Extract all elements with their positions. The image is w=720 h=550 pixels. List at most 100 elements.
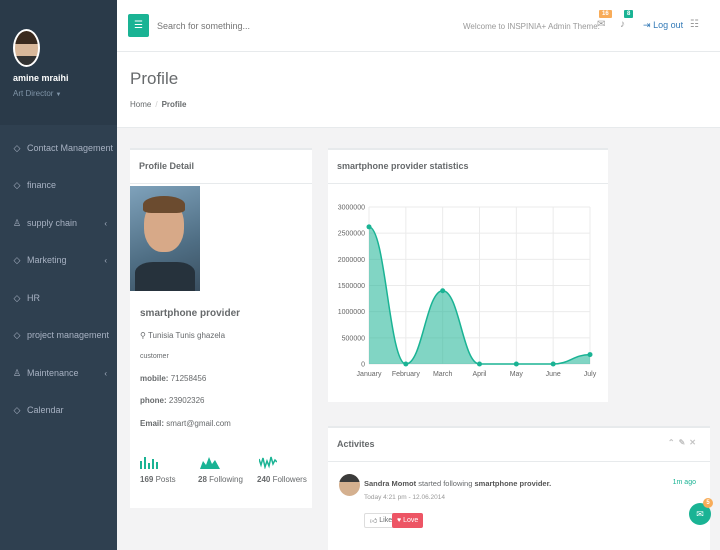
diamond-icon: ◇ xyxy=(13,329,21,340)
box-tools: ⌃✎✕ xyxy=(668,438,700,447)
followers-stat: 240 Followers xyxy=(257,455,307,484)
sidebar-item-marketing[interactable]: ◇ Marketing ‹ xyxy=(0,241,117,279)
data-point xyxy=(477,361,482,367)
diamond-icon: ◇ xyxy=(13,179,21,190)
following-stat: 28 Following xyxy=(198,455,243,484)
x-tick-label: April xyxy=(472,371,486,378)
sidebar-user-role[interactable]: Art Director ▼ xyxy=(13,89,61,98)
top-navbar: ☰ Welcome to INSPINIA+ Admin Theme. ✉ 16… xyxy=(117,0,720,52)
avatar[interactable] xyxy=(13,29,40,67)
posts-count: 169 xyxy=(140,475,154,484)
posts-label: Posts xyxy=(155,475,176,484)
profile-name: smartphone provider xyxy=(140,308,241,319)
followers-label: Followers xyxy=(272,475,307,484)
love-button[interactable]: ♥ Love xyxy=(392,513,424,528)
collapse-icon[interactable]: ⌃ xyxy=(667,438,679,447)
bar-sparkline-icon xyxy=(140,457,158,469)
sidebar-item-project-management[interactable]: ◇ project management xyxy=(0,316,117,354)
sidebar-item-supply-chain[interactable]: ♙ supply chain ‹ xyxy=(0,204,117,242)
activity-time-ago: 1m ago xyxy=(672,479,696,486)
wrench-icon[interactable]: ✎ xyxy=(678,438,690,447)
series-line xyxy=(368,226,591,365)
chat-icon: ✉ xyxy=(696,508,704,519)
activity-target[interactable]: smartphone provider. xyxy=(474,479,552,488)
sidebar-user-name[interactable]: amine mraihi xyxy=(13,73,69,83)
sidebar-user-role-text: Art Director xyxy=(13,89,54,98)
close-icon[interactable]: ✕ xyxy=(689,438,700,447)
diamond-icon: ◇ xyxy=(13,142,21,153)
data-point xyxy=(440,288,446,294)
welcome-message: Welcome to INSPINIA+ Admin Theme. xyxy=(463,22,600,31)
menu-toggle-button[interactable]: ☰ xyxy=(128,14,149,37)
bell-icon: ♪ xyxy=(620,19,625,30)
activity-text: Sandra Momot started following smartphon… xyxy=(364,479,551,488)
logout-label: Log out xyxy=(653,20,684,30)
sidebar-item-label: supply chain xyxy=(27,218,78,228)
like-button[interactable]: 👍︎ Like xyxy=(364,513,399,528)
y-tick-label: 1000000 xyxy=(338,309,365,316)
activities-box: Activites ⌃✎✕ Sandra Momot started follo… xyxy=(328,426,710,550)
profile-photo xyxy=(130,186,200,291)
sidebar-item-label: Maintenance xyxy=(27,368,79,378)
activity-date: Today 4:21 pm - 12.06.2014 xyxy=(364,494,445,501)
activity-action: started following xyxy=(418,479,473,488)
profile-detail-title: Profile Detail xyxy=(130,150,312,184)
email-value: smart@gmail.com xyxy=(166,419,231,428)
x-tick-label: July xyxy=(584,371,597,378)
profile-type: customer xyxy=(140,353,169,360)
y-tick-label: 2000000 xyxy=(338,257,365,264)
following-label: Following xyxy=(209,475,243,484)
sitemap-icon: ♙ xyxy=(12,367,22,378)
heart-icon: ♥ xyxy=(397,517,402,524)
statistics-chart: 0 500000 1000000 1500000 2000000 2500000 30000… xyxy=(338,205,597,379)
thumbs-up-icon: 👍︎ xyxy=(370,518,378,525)
sidebar: amine mraihi Art Director ▼ ◇ Contact Mana… xyxy=(0,0,117,550)
sidebar-item-label: Calendar xyxy=(27,405,64,415)
sidebar-item-contact-management[interactable]: ◇ Contact Management xyxy=(0,129,117,167)
breadcrumb: Home / Profile xyxy=(130,100,186,109)
sidebar-item-label: Contact Management xyxy=(27,143,114,153)
love-label: Love xyxy=(403,517,419,524)
x-tick-label: January xyxy=(357,371,382,378)
breadcrumb-current: Profile xyxy=(161,100,187,109)
map-marker-icon: ⚲ xyxy=(140,331,146,340)
x-tick-label: March xyxy=(433,371,453,378)
sidebar-item-label: HR xyxy=(27,293,40,303)
mobile-label: mobile: xyxy=(140,374,169,383)
diamond-icon: ◇ xyxy=(13,404,21,415)
chat-badge: 5 xyxy=(703,498,713,508)
chat-button[interactable]: ✉ xyxy=(689,503,711,525)
activities-title-text: Activites xyxy=(337,439,375,449)
sidebar-item-calendar[interactable]: ◇ Calendar xyxy=(0,391,117,429)
x-tick-label: May xyxy=(510,371,524,378)
profile-mobile: mobile: 71258456 xyxy=(140,374,206,383)
profile-detail-box: Profile Detail smartphone provider ⚲ Tun… xyxy=(130,148,312,508)
notifications-button[interactable]: ♪ 8 xyxy=(620,10,634,30)
sidebar-item-label: project management xyxy=(27,330,110,340)
caret-down-icon: ▼ xyxy=(55,92,62,98)
sitemap-icon: ♙ xyxy=(12,217,22,228)
y-tick-label: 0 xyxy=(361,362,365,369)
activity-user[interactable]: Sandra Momot xyxy=(364,479,417,488)
right-sidebar-toggle-icon[interactable]: ☷ xyxy=(690,19,699,30)
logout-link[interactable]: ⇥ Log out xyxy=(643,20,683,31)
followers-count: 240 xyxy=(257,475,271,484)
phone-label: phone: xyxy=(140,396,167,405)
data-point xyxy=(403,361,409,367)
sidebar-item-finance[interactable]: ◇ finance xyxy=(0,166,117,204)
mail-button[interactable]: ✉ 16 xyxy=(597,10,612,30)
sidebar-item-label: Marketing xyxy=(27,255,67,265)
sidebar-profile: amine mraihi Art Director ▼ xyxy=(0,0,117,125)
sidebar-item-hr[interactable]: ◇ HR xyxy=(0,279,117,317)
sidebar-item-maintenance[interactable]: ♙ Maintenance ‹ xyxy=(0,354,117,392)
mail-count-badge: 16 xyxy=(599,10,612,18)
data-point xyxy=(587,352,593,358)
profile-phone: phone: 23902326 xyxy=(140,396,205,405)
breadcrumb-home[interactable]: Home xyxy=(130,100,152,109)
search-input[interactable] xyxy=(152,14,372,38)
activity-avatar[interactable] xyxy=(339,474,360,496)
y-tick-label: 1500000 xyxy=(338,283,365,290)
diamond-icon: ◇ xyxy=(13,254,21,265)
sign-out-icon: ⇥ xyxy=(643,20,651,30)
posts-stat: 169 Posts xyxy=(140,455,176,484)
